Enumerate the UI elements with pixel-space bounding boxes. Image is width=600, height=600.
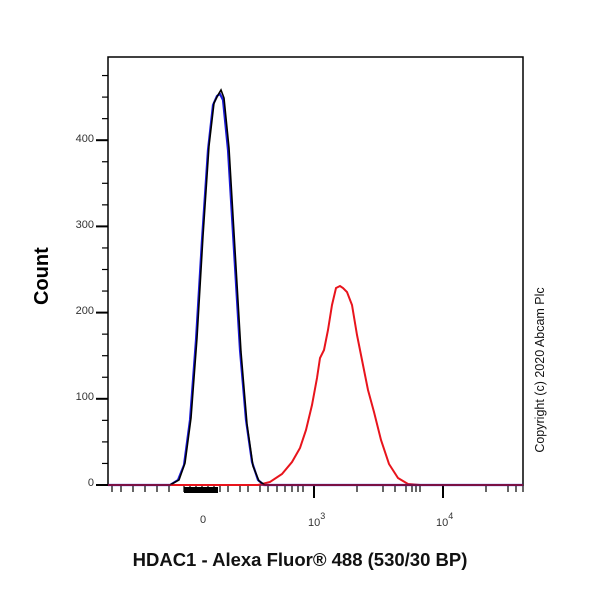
x-axis-label: HDAC1 - Alexa Fluor® 488 (530/30 BP) bbox=[132, 549, 468, 570]
y-axis-label: Count bbox=[31, 247, 53, 305]
y-axis-ticks bbox=[96, 74, 108, 486]
x-tick-1e4-exp: 4 bbox=[448, 511, 454, 521]
y-tick-label-0: 0 bbox=[87, 477, 94, 489]
x-tick-label-1e3: 103 bbox=[308, 511, 325, 529]
curve-stained bbox=[108, 284, 523, 486]
curve-isotype bbox=[108, 92, 523, 487]
x-tick-label-0: 0 bbox=[200, 514, 207, 526]
x-tick-1e3-base: 10 bbox=[308, 517, 321, 529]
y-tick-label-300: 300 bbox=[75, 219, 94, 231]
curve-unlabelled bbox=[108, 88, 523, 486]
y-tick-label-200: 200 bbox=[75, 305, 94, 317]
x-tick-label-1e4: 104 bbox=[436, 511, 453, 529]
x-axis-ticks bbox=[111, 485, 524, 498]
x-tick-1e3-exp: 3 bbox=[320, 511, 326, 521]
plot-frame bbox=[107, 56, 524, 486]
y-tick-label-400: 400 bbox=[75, 133, 94, 145]
x-tick-1e4-base: 10 bbox=[436, 517, 449, 529]
y-tick-label-100: 100 bbox=[75, 391, 94, 403]
